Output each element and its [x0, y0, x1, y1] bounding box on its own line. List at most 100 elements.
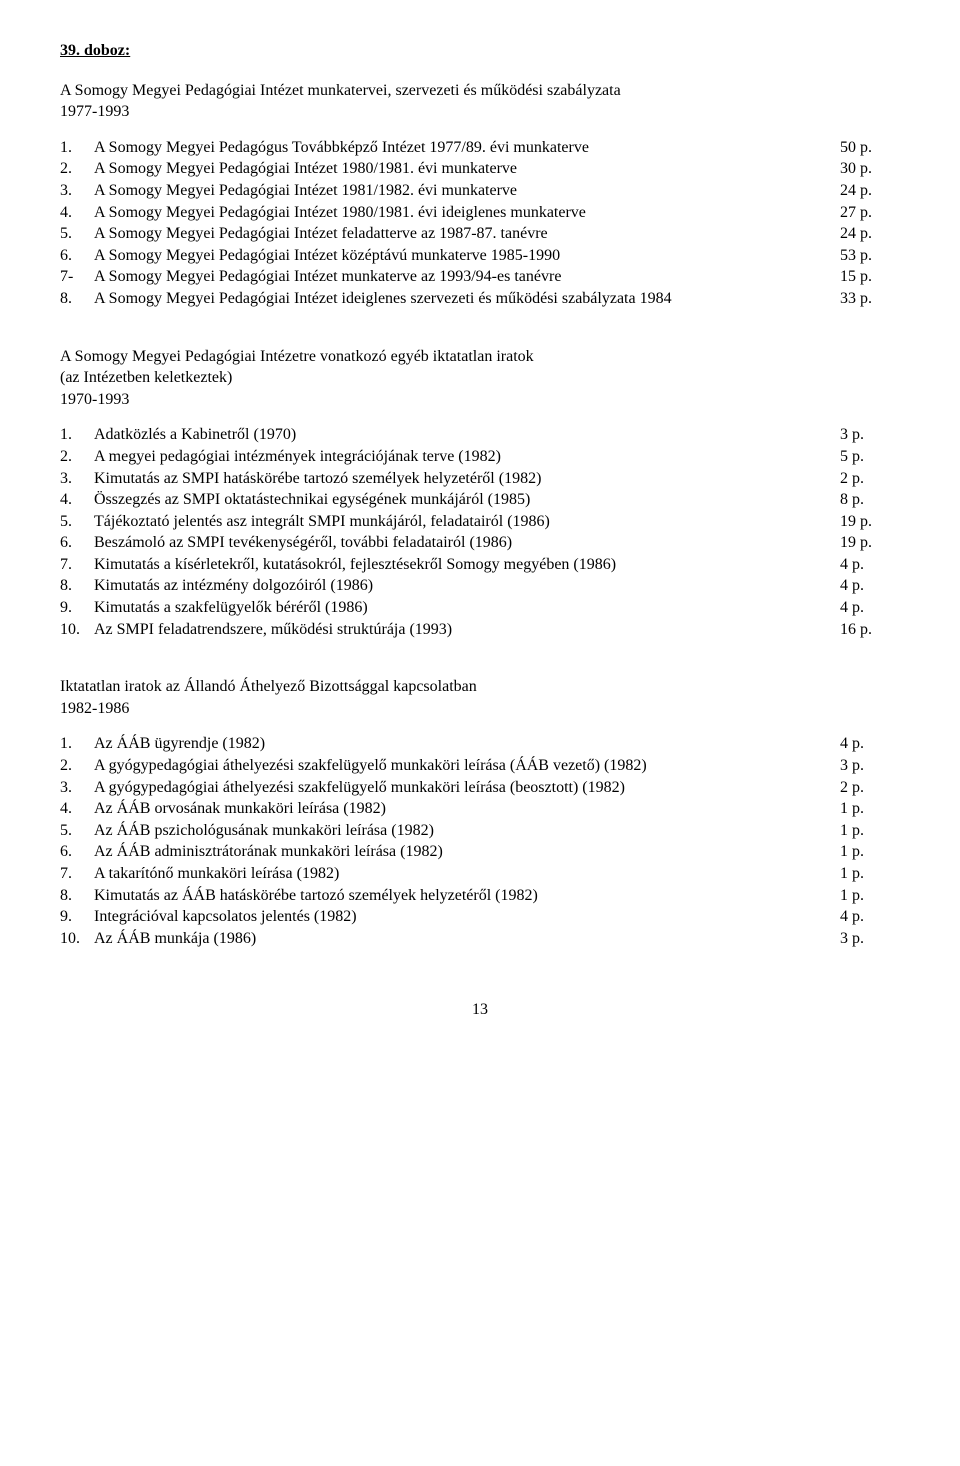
item-text: Az ÁÁB pszichológusának munkaköri leírás… — [94, 820, 840, 842]
item-number: 6. — [60, 532, 94, 554]
item-text: A Somogy Megyei Pedagógiai Intézet 1980/… — [94, 158, 840, 180]
intro-line: (az Intézetben keletkeztek) — [60, 367, 900, 389]
item-number: 4. — [60, 202, 94, 224]
item-text: Beszámoló az SMPI tevékenységéről, továb… — [94, 532, 840, 554]
section1-list: 1. A Somogy Megyei Pedagógus Továbbképző… — [60, 137, 900, 310]
list-item: 5. A Somogy Megyei Pedagógiai Intézet fe… — [60, 223, 900, 245]
item-pages: 4 p. — [840, 906, 900, 928]
item-pages: 1 p. — [840, 841, 900, 863]
section2-list: 1. Adatközlés a Kabinetről (1970) 3 p. 2… — [60, 424, 900, 640]
list-item: 6. Az ÁÁB adminisztrátorának munkaköri l… — [60, 841, 900, 863]
list-item: 10. Az SMPI feladatrendszere, működési s… — [60, 619, 900, 641]
item-number: 3. — [60, 180, 94, 202]
list-item: 7. A takarítónő munkaköri leírása (1982)… — [60, 863, 900, 885]
item-text: A Somogy Megyei Pedagógiai Intézet 1981/… — [94, 180, 840, 202]
list-item: 3. A Somogy Megyei Pedagógiai Intézet 19… — [60, 180, 900, 202]
item-number: 1. — [60, 137, 94, 159]
section3-intro: Iktatatlan iratok az Állandó Áthelyező B… — [60, 676, 900, 719]
list-item: 2. A megyei pedagógiai intézmények integ… — [60, 446, 900, 468]
item-pages: 50 p. — [840, 137, 900, 159]
item-number: 5. — [60, 511, 94, 533]
item-text: Adatközlés a Kabinetről (1970) — [94, 424, 840, 446]
item-number: 4. — [60, 489, 94, 511]
item-text: A gyógypedagógiai áthelyezési szakfelügy… — [94, 755, 840, 777]
item-pages: 19 p. — [840, 532, 900, 554]
item-pages: 16 p. — [840, 619, 900, 641]
item-pages: 1 p. — [840, 798, 900, 820]
item-text: A Somogy Megyei Pedagógiai Intézet munka… — [94, 266, 840, 288]
list-item: 9. Kimutatás a szakfelügyelők béréről (1… — [60, 597, 900, 619]
item-text: A gyógypedagógiai áthelyezési szakfelügy… — [94, 777, 840, 799]
item-number: 7. — [60, 554, 94, 576]
item-text: Tájékoztató jelentés asz integrált SMPI … — [94, 511, 840, 533]
item-pages: 3 p. — [840, 928, 900, 950]
intro-line: 1977-1993 — [60, 101, 900, 123]
item-number: 6. — [60, 841, 94, 863]
item-text: A Somogy Megyei Pedagógiai Intézet közép… — [94, 245, 840, 267]
item-pages: 3 p. — [840, 424, 900, 446]
list-item: 1. Adatközlés a Kabinetről (1970) 3 p. — [60, 424, 900, 446]
list-item: 5. Az ÁÁB pszichológusának munkaköri leí… — [60, 820, 900, 842]
item-pages: 4 p. — [840, 575, 900, 597]
list-item: 8. A Somogy Megyei Pedagógiai Intézet id… — [60, 288, 900, 310]
item-pages: 4 p. — [840, 597, 900, 619]
list-item: 10. Az ÁÁB munkája (1986) 3 p. — [60, 928, 900, 950]
section1-intro: A Somogy Megyei Pedagógiai Intézet munka… — [60, 80, 900, 123]
item-text: A Somogy Megyei Pedagógiai Intézet ideig… — [94, 288, 840, 310]
item-text: Az ÁÁB adminisztrátorának munkaköri leír… — [94, 841, 840, 863]
item-pages: 5 p. — [840, 446, 900, 468]
section3-list: 1. Az ÁÁB ügyrendje (1982) 4 p. 2. A gyó… — [60, 733, 900, 949]
intro-line: Iktatatlan iratok az Állandó Áthelyező B… — [60, 676, 900, 698]
item-pages: 27 p. — [840, 202, 900, 224]
item-number: 2. — [60, 158, 94, 180]
list-item: 4. Összegzés az SMPI oktatástechnikai eg… — [60, 489, 900, 511]
item-pages: 1 p. — [840, 820, 900, 842]
list-item: 9. Integrációval kapcsolatos jelentés (1… — [60, 906, 900, 928]
item-number: 3. — [60, 468, 94, 490]
intro-line: 1970-1993 — [60, 389, 900, 411]
item-number: 10. — [60, 619, 94, 641]
item-text: Kimutatás az ÁÁB hatáskörébe tartozó sze… — [94, 885, 840, 907]
item-text: Integrációval kapcsolatos jelentés (1982… — [94, 906, 840, 928]
item-text: Kimutatás a kísérletekről, kutatásokról,… — [94, 554, 840, 576]
item-number: 1. — [60, 733, 94, 755]
item-number: 10. — [60, 928, 94, 950]
item-number: 4. — [60, 798, 94, 820]
list-item: 8. Kimutatás az ÁÁB hatáskörébe tartozó … — [60, 885, 900, 907]
item-number: 8. — [60, 575, 94, 597]
item-pages: 19 p. — [840, 511, 900, 533]
item-pages: 53 p. — [840, 245, 900, 267]
item-number: 6. — [60, 245, 94, 267]
item-text: Az ÁÁB ügyrendje (1982) — [94, 733, 840, 755]
item-text: A takarítónő munkaköri leírása (1982) — [94, 863, 840, 885]
item-number: 9. — [60, 906, 94, 928]
list-item: 2. A gyógypedagógiai áthelyezési szakfel… — [60, 755, 900, 777]
list-item: 7. Kimutatás a kísérletekről, kutatásokr… — [60, 554, 900, 576]
list-item: 3. A gyógypedagógiai áthelyezési szakfel… — [60, 777, 900, 799]
list-item: 1. Az ÁÁB ügyrendje (1982) 4 p. — [60, 733, 900, 755]
list-item: 6. Beszámoló az SMPI tevékenységéről, to… — [60, 532, 900, 554]
item-pages: 24 p. — [840, 180, 900, 202]
page-number: 13 — [60, 999, 900, 1021]
item-number: 5. — [60, 820, 94, 842]
item-number: 3. — [60, 777, 94, 799]
item-number: 2. — [60, 446, 94, 468]
item-text: Az SMPI feladatrendszere, működési struk… — [94, 619, 840, 641]
list-item: 2. A Somogy Megyei Pedagógiai Intézet 19… — [60, 158, 900, 180]
item-pages: 15 p. — [840, 266, 900, 288]
item-pages: 3 p. — [840, 755, 900, 777]
item-number: 5. — [60, 223, 94, 245]
item-text: Kimutatás az intézmény dolgozóiról (1986… — [94, 575, 840, 597]
list-item: 6. A Somogy Megyei Pedagógiai Intézet kö… — [60, 245, 900, 267]
item-number: 1. — [60, 424, 94, 446]
intro-line: 1982-1986 — [60, 698, 900, 720]
item-number: 2. — [60, 755, 94, 777]
item-number: 9. — [60, 597, 94, 619]
item-text: Összegzés az SMPI oktatástechnikai egysé… — [94, 489, 840, 511]
list-item: 7- A Somogy Megyei Pedagógiai Intézet mu… — [60, 266, 900, 288]
item-pages: 4 p. — [840, 554, 900, 576]
item-text: A Somogy Megyei Pedagógiai Intézet 1980/… — [94, 202, 840, 224]
list-item: 4. Az ÁÁB orvosának munkaköri leírása (1… — [60, 798, 900, 820]
intro-line: A Somogy Megyei Pedagógiai Intézetre von… — [60, 346, 900, 368]
item-text: A Somogy Megyei Pedagógus Továbbképző In… — [94, 137, 840, 159]
